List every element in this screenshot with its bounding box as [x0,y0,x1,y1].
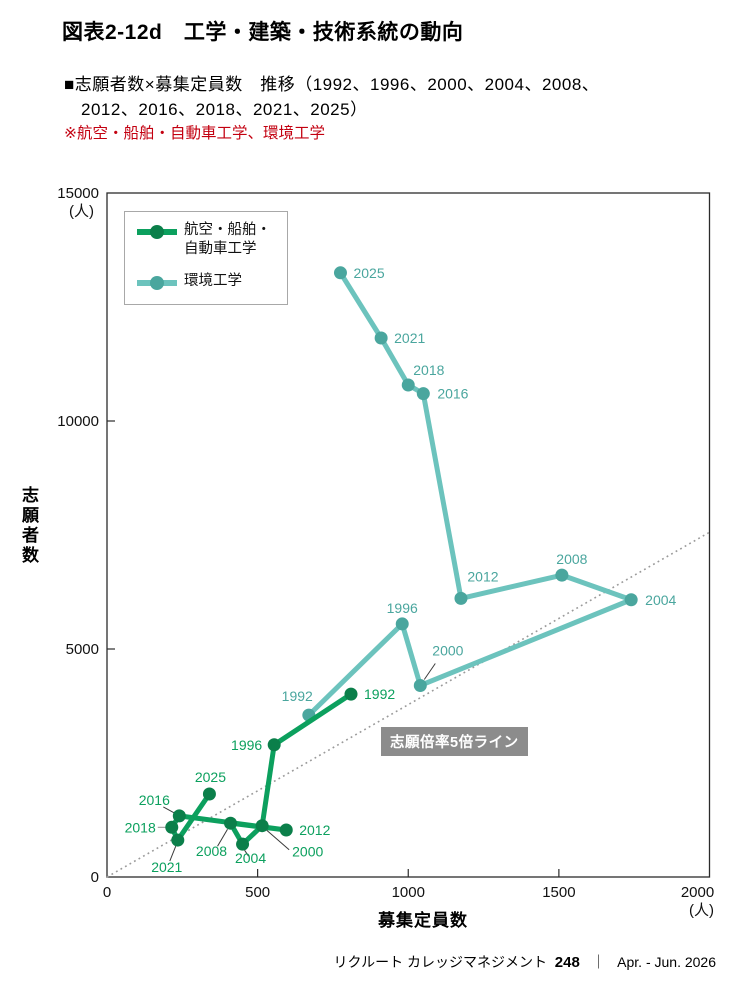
x-tick-label: 1500 [542,884,575,901]
point-label-series1-2012: 2012 [467,568,498,584]
marker-series1-2018 [401,378,415,392]
marker-series1-2025 [333,266,347,280]
y-axis-title: 志願者数 [19,486,38,566]
legend-item-0: 航空・船舶・ 自動車工学 [135,221,287,259]
marker-series0-2016 [172,809,186,823]
footer-separator: ｜ [591,954,606,970]
marker-series0-2000 [255,819,269,833]
marker-series0-2012 [279,823,293,837]
point-label-series1-1992: 1992 [282,688,313,704]
figure-note: ※航空・船舶・自動車工学、環境工学 [64,125,325,142]
series-line-1 [306,270,634,718]
marker-series0-1992 [344,687,358,701]
marker-series0-2018 [165,820,179,834]
marker-series0-2004 [236,837,250,851]
point-label-series1-2018: 2018 [413,362,444,378]
point-label-series1-2004: 2004 [645,592,676,608]
point-label-series0-1996: 1996 [231,737,262,753]
point-label-series0-2012: 2012 [299,822,330,838]
point-label-series0-2025: 2025 [195,769,226,785]
legend-items: 航空・船舶・ 自動車工学環境工学 [125,221,287,291]
footer-issue-number: 248 [554,954,580,971]
point-label-series0-2004: 2004 [235,850,266,866]
x-tick-label: 500 [245,884,270,901]
legend-label-1: 環境工学 [184,273,242,290]
footer-brand: リクルート カレッジマネジメント [333,954,547,970]
x-tick-label: 2000 [681,884,714,901]
x-tick-label: 1000 [392,884,425,901]
y-tick-label: 15000 [57,185,99,202]
label-leader-2008 [217,828,228,847]
label-leader-2021 [169,845,177,862]
point-label-series0-2021: 2021 [151,859,182,875]
page-footer: リクルート カレッジマネジメント 248 ｜ Apr. - Jun. 2026 [334,952,716,972]
figure-subtitle-line2: 2012、2016、2018、2021、2025） [81,100,368,119]
marker-series1-2012 [454,591,468,605]
point-label-series0-2000: 2000 [292,844,323,860]
legend-marker-icon-1 [137,276,177,291]
marker-series0-2021 [171,833,185,847]
point-label-series0-1992: 1992 [364,686,395,702]
y-tick-label: 0 [91,869,99,886]
figure-title: 図表2-12d 工学・建築・技術系統の動向 [62,21,464,44]
point-label-series0-2016: 2016 [139,792,170,808]
legend-item-1: 環境工学 [135,272,287,291]
marker-series1-2008 [555,568,569,582]
marker-series1-2004 [624,593,638,607]
legend-label-0: 航空・船舶・ 自動車工学 [184,222,271,258]
label-leader-2016 [163,806,175,814]
marker-series1-2021 [374,331,388,345]
label-leader-2000 [423,663,436,680]
point-label-series1-2000: 2000 [432,642,463,658]
marker-series0-2025 [202,787,216,801]
point-label-series1-2021: 2021 [394,330,425,346]
y-axis-unit: (人) [69,203,94,220]
point-label-series1-2016: 2016 [437,386,468,402]
marker-series1-2016 [416,387,430,401]
point-label-series1-2008: 2008 [556,551,587,567]
marker-series0-2008 [224,816,238,830]
marker-series0-1996 [267,738,281,752]
footer-date: Apr. - Jun. 2026 [617,954,716,970]
label-leader-2004 [244,849,249,857]
x-tick-label: 0 [103,884,111,901]
chart-legend: 航空・船舶・ 自動車工学環境工学 [124,211,288,305]
y-tick-label: 10000 [57,413,99,430]
x-axis-unit: (人) [689,902,714,919]
y-tick-label: 5000 [66,641,99,658]
ratio-line-badge: 志願倍率5倍ライン [381,727,528,756]
marker-series1-2000 [413,678,427,692]
legend-marker-icon-0 [137,225,177,239]
label-leader-2000 [265,829,290,851]
x-axis-title: 募集定員数 [378,911,468,930]
point-label-series1-1996: 1996 [387,600,418,616]
point-label-series0-2008: 2008 [196,843,227,859]
figure-subtitle-line1: ■志願者数×募集定員数 推移（1992、1996、2000、2004、2008、 [64,75,600,94]
ratio-line [106,531,710,878]
marker-series1-1996 [395,617,409,631]
point-label-series1-2025: 2025 [353,265,384,281]
point-label-series0-2018: 2018 [125,819,156,835]
